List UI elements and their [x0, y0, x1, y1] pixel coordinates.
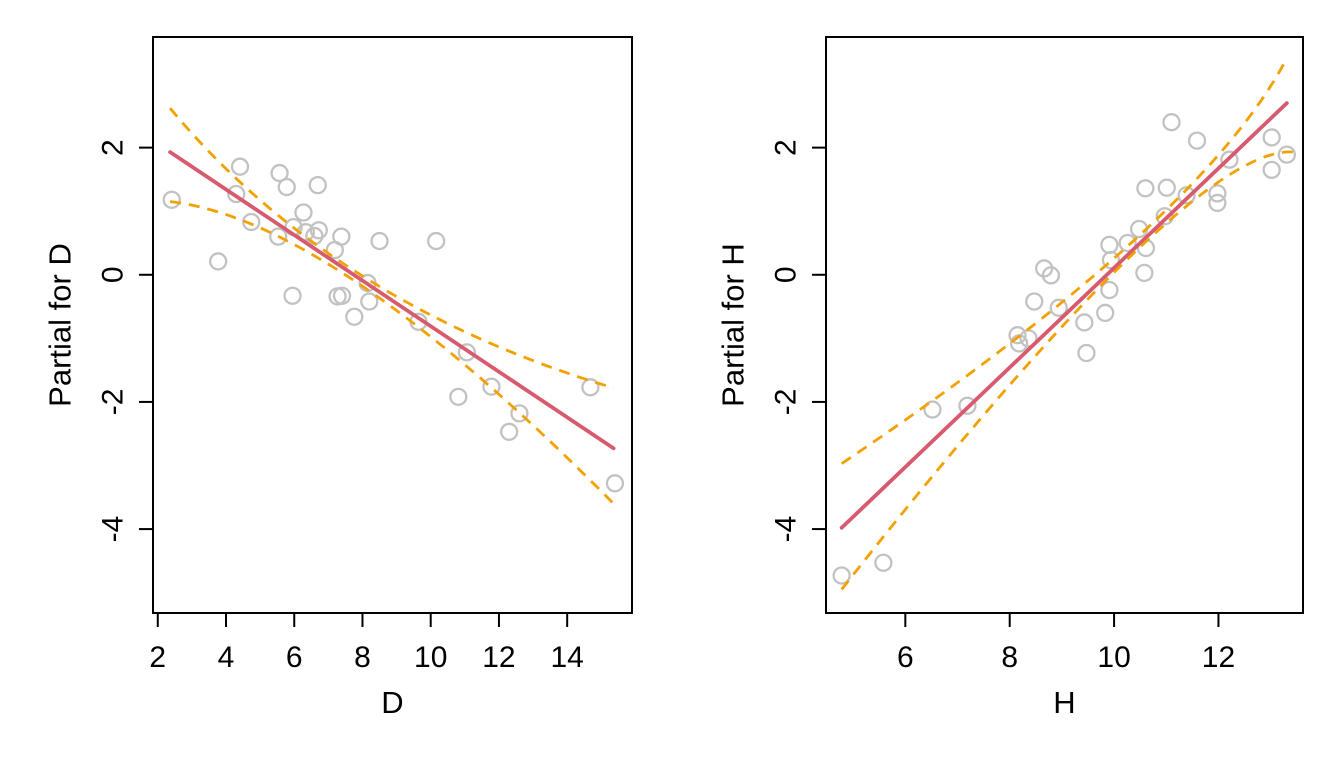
data-point	[1096, 303, 1115, 323]
data-point	[345, 307, 364, 326]
data-point	[283, 286, 302, 305]
x-axis-title: H	[1053, 685, 1075, 720]
data-point	[332, 286, 352, 305]
data-point	[874, 553, 893, 572]
data-point	[1208, 193, 1227, 213]
data-point	[1041, 266, 1061, 285]
data-point	[457, 343, 477, 362]
data-point	[1208, 184, 1227, 203]
data-point	[427, 231, 446, 251]
y-axis-tick-label: 2	[770, 139, 803, 156]
data-point	[832, 566, 851, 585]
fit-line	[168, 150, 616, 451]
confidence-band-line	[840, 62, 1286, 465]
data-point	[1162, 113, 1181, 132]
data-point	[230, 157, 250, 176]
data-point	[1220, 150, 1239, 169]
data-point	[1262, 128, 1281, 147]
y-axis-title: Partial for H	[716, 243, 751, 407]
y-axis-tick-label: -4	[97, 516, 130, 543]
data-point	[1118, 233, 1137, 253]
data-point	[605, 474, 625, 493]
data-point	[162, 190, 181, 209]
y-axis-tick-label: -2	[97, 389, 130, 416]
data-point	[1008, 326, 1027, 345]
x-axis-tick-label: 6	[286, 641, 303, 674]
data-point	[308, 175, 327, 195]
data-point	[1077, 343, 1096, 363]
data-point	[500, 422, 519, 441]
data-point	[1100, 280, 1119, 300]
data-point	[1100, 235, 1119, 255]
data-point	[1101, 251, 1121, 270]
y-axis-tick-label: 0	[97, 266, 130, 283]
x-axis-tick-label: 12	[482, 641, 515, 674]
x-axis-tick-label: 4	[218, 641, 235, 674]
y-axis-title: Partial for D	[43, 243, 78, 407]
confidence-band-line	[168, 107, 614, 390]
data-point	[1157, 178, 1176, 197]
y-axis-tick-label: -4	[770, 516, 803, 543]
data-point	[227, 184, 246, 204]
plot-box	[152, 36, 633, 614]
x-axis-tick-label: 8	[1001, 641, 1018, 674]
data-point	[958, 396, 977, 415]
data-point	[1075, 313, 1094, 332]
x-axis-title: D	[381, 685, 403, 720]
x-axis-tick-label: 6	[897, 641, 914, 674]
data-point	[449, 387, 468, 406]
y-axis-tick-label: 2	[97, 139, 130, 156]
x-axis-tick-label: 14	[550, 641, 583, 674]
plot-panel-h: 6 8 10 12 -4 -2 0 2 H Partial for H	[716, 36, 1304, 720]
x-axis-tick-label: 2	[149, 641, 166, 674]
plot-panel-d: 2 4 6 8 10 12 14 -4 -2 0 2 D Partial for D	[43, 36, 633, 720]
x-axis-tick-label: 8	[354, 641, 371, 674]
data-point	[1262, 160, 1281, 180]
data-point	[923, 400, 942, 419]
data-point	[1177, 186, 1196, 205]
data-point	[581, 378, 600, 397]
data-point	[277, 177, 296, 197]
y-axis-tick-label: 0	[770, 266, 803, 283]
y-axis-tick-label: -2	[770, 389, 803, 416]
data-point	[1049, 298, 1068, 317]
data-point	[510, 404, 529, 423]
confidence-band-line	[169, 200, 615, 505]
data-point	[1187, 131, 1207, 150]
data-point	[370, 231, 389, 251]
data-point	[1136, 179, 1155, 198]
data-point	[269, 227, 288, 246]
data-point	[1135, 263, 1154, 283]
fit-line	[839, 101, 1289, 530]
data-point	[209, 252, 228, 271]
x-axis-tick-label: 10	[1097, 641, 1130, 674]
plot-box	[825, 36, 1304, 614]
data-point	[332, 227, 351, 246]
x-axis-tick-label: 12	[1202, 641, 1235, 674]
data-point	[360, 292, 379, 311]
data-point	[294, 203, 313, 222]
data-point	[309, 221, 328, 240]
x-axis-tick-label: 10	[414, 641, 447, 674]
data-point	[1025, 292, 1044, 311]
confidence-band-line	[840, 150, 1295, 591]
data-point	[270, 163, 289, 183]
data-point	[1277, 145, 1296, 164]
data-point	[482, 377, 501, 396]
